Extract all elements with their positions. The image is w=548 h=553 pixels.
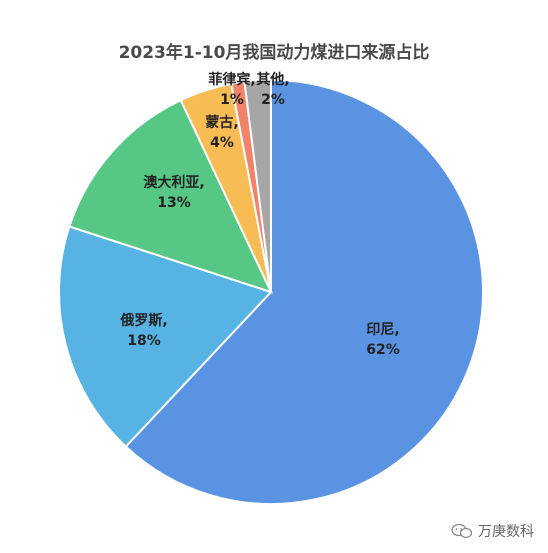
slice-label-name: 澳大利亚, bbox=[143, 174, 204, 191]
slice-label-4: 菲律宾, 1% bbox=[208, 71, 255, 108]
wechat-icon bbox=[451, 523, 473, 539]
pie-slice-5 bbox=[243, 78, 272, 293]
pie-slice-2 bbox=[68, 98, 273, 294]
watermark: 万庚数科 bbox=[451, 521, 534, 541]
slice-label-percent: 13% bbox=[157, 195, 191, 211]
slice-label-name: 俄罗斯, bbox=[119, 312, 167, 329]
slice-label-percent: 1% bbox=[220, 92, 244, 108]
slice-label-name: 其他, bbox=[256, 71, 289, 88]
slice-label-1: 俄罗斯, 18% bbox=[119, 312, 167, 349]
slice-label-percent: 18% bbox=[127, 333, 161, 349]
slice-label-percent: 4% bbox=[210, 135, 234, 151]
slice-label-percent: 62% bbox=[366, 342, 400, 358]
slice-label-2: 澳大利亚, 13% bbox=[143, 174, 204, 211]
slice-label-name: 印尼, bbox=[366, 321, 399, 338]
watermark-text: 万庚数科 bbox=[478, 524, 534, 540]
slice-label-percent: 2% bbox=[261, 92, 285, 108]
slice-label-0: 印尼, 62% bbox=[366, 321, 400, 358]
slice-label-name: 蒙古, bbox=[205, 114, 238, 131]
slice-label-5: 其他, 2% bbox=[256, 71, 289, 108]
pie-slice-1 bbox=[58, 225, 273, 448]
slice-label-3: 蒙古, 4% bbox=[205, 114, 238, 151]
slice-label-name: 菲律宾, bbox=[208, 71, 255, 88]
pie-labels: 印尼, 62% 俄罗斯, 18% 澳大利亚, 13% 蒙古, 4% 菲律宾, 1% 其他, 2% bbox=[119, 71, 399, 358]
chart-title: 2023年1-10月我国动力煤进口来源占比 bbox=[118, 43, 430, 63]
pie-slices bbox=[58, 78, 484, 505]
pie-slice-0 bbox=[124, 78, 484, 505]
